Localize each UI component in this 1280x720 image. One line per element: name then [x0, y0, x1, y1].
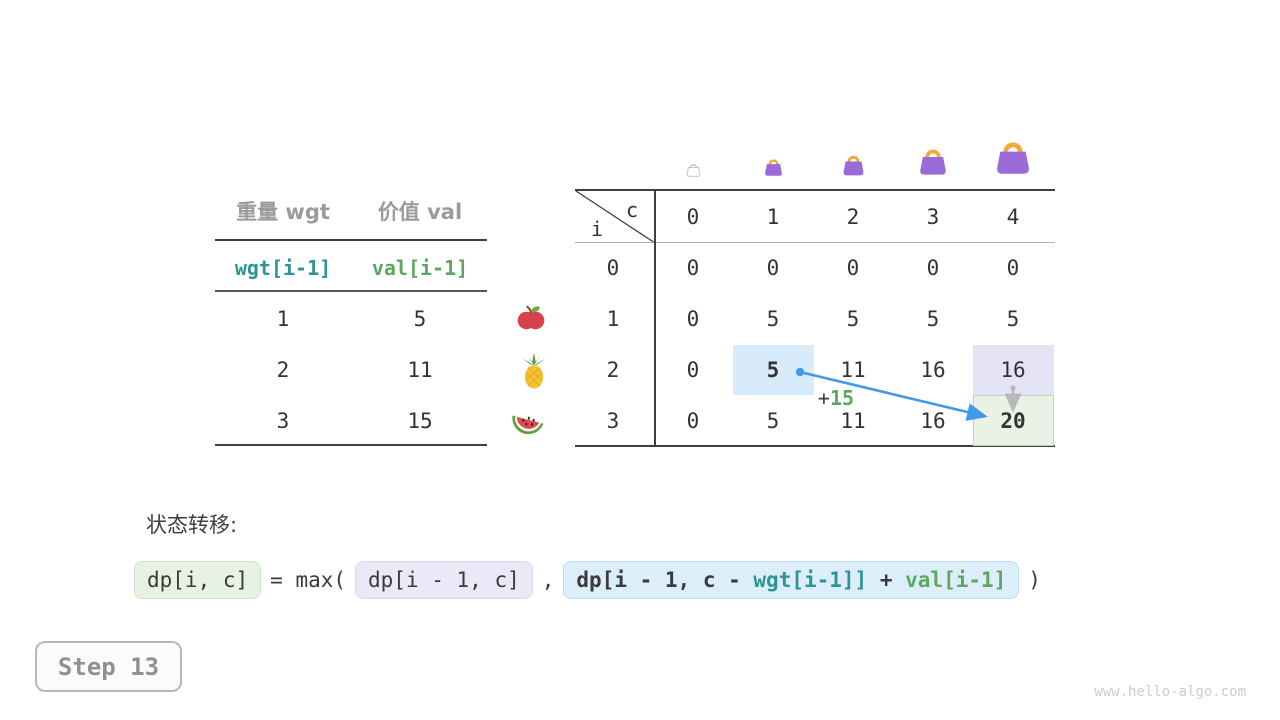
formula-result-box: dp[i, c]	[134, 561, 262, 599]
dp-cell-compare: 16	[1000, 358, 1026, 382]
plus-sign: +	[817, 386, 830, 410]
dp-cell: 11	[840, 409, 866, 433]
dp-cell: 0	[766, 256, 780, 280]
items-table-mid-rule	[215, 290, 487, 292]
take-wgt-term: wgt[i-1]]	[753, 568, 868, 592]
items-subheader-wgt: wgt[i-1]	[234, 256, 332, 280]
state-transition-label: 状态转移:	[146, 513, 238, 537]
items-table-bottom-rule	[215, 444, 487, 446]
items-subheader-val: val[i-1]	[371, 256, 469, 280]
dp-cell: 5	[846, 307, 860, 331]
formula-comma: ,	[541, 568, 555, 592]
items-col-header-value: 价值 val	[377, 200, 463, 224]
dp-col-header: 1	[766, 205, 780, 229]
item-value: 15	[407, 409, 433, 433]
dp-cell: 0	[686, 307, 700, 331]
formula-equals-max: = max(	[270, 568, 347, 592]
dp-col-header: 3	[926, 205, 940, 229]
dp-col-header: 0	[686, 205, 700, 229]
bag-small-icon	[765, 159, 782, 176]
added-value: 15	[829, 386, 855, 410]
step-label: Step 13	[57, 652, 160, 681]
dp-row-header: 1	[606, 307, 620, 331]
dp-cell: 5	[766, 307, 780, 331]
item-value: 5	[413, 307, 427, 331]
dp-corner-row-var: i	[590, 217, 604, 241]
dp-row-header: 3	[606, 409, 620, 433]
formula-option-take-box: dp[i - 1, c - wgt[i-1]] + val[i-1]	[563, 561, 1020, 599]
item-weight: 1	[276, 307, 290, 331]
dp-cell-source: 5	[766, 358, 780, 382]
watermelon-icon	[512, 415, 544, 435]
transfer-value-annotation: +15	[818, 386, 854, 410]
item-weight: 2	[276, 358, 290, 382]
dp-cell: 0	[926, 256, 940, 280]
dp-row-header: 0	[606, 256, 620, 280]
dp-cell: 0	[686, 358, 700, 382]
dp-cell: 5	[926, 307, 940, 331]
state-transition-formula: dp[i, c] = max( dp[i - 1, c] , dp[i - 1,…	[134, 561, 1041, 599]
watermark: www.hello-algo.com	[1094, 684, 1246, 700]
empty-bag-icon	[686, 164, 701, 177]
dp-cell: 16	[920, 409, 946, 433]
take-plus: +	[867, 568, 906, 592]
item-value: 11	[407, 358, 433, 382]
dp-table-bottom-rule	[575, 444, 1055, 447]
dp-cell: 5	[766, 409, 780, 433]
take-prefix: dp[i - 1, c -	[576, 568, 754, 592]
bag-large-icon	[920, 149, 946, 175]
corner-diagonal-line	[575, 190, 654, 243]
dp-col-header: 2	[846, 205, 860, 229]
dp-cell: 5	[1006, 307, 1020, 331]
bag-xlarge-icon	[997, 142, 1029, 174]
bag-medium-icon	[843, 155, 864, 176]
formula-close-paren: )	[1028, 568, 1041, 592]
dp-cell-result: 20	[1000, 409, 1026, 433]
dp-cell: 0	[1006, 256, 1020, 280]
items-table-top-rule	[215, 239, 487, 241]
dp-col-header: 4	[1006, 205, 1020, 229]
dp-table-vertical-rule	[654, 189, 656, 446]
dp-cell: 0	[686, 409, 700, 433]
step-badge: Step 13	[35, 641, 182, 692]
dp-cell: 16	[920, 358, 946, 382]
take-val-term: val[i-1]	[905, 568, 1007, 592]
dp-cell: 0	[846, 256, 860, 280]
dp-table-top-rule	[575, 189, 1055, 191]
dp-cell: 11	[840, 358, 866, 382]
dp-table-header-rule	[575, 242, 1055, 244]
item-weight: 3	[276, 409, 290, 433]
pineapple-icon	[522, 352, 546, 389]
items-col-header-weight: 重量 wgt	[236, 200, 330, 224]
dp-cell: 0	[686, 256, 700, 280]
dp-row-header: 2	[606, 358, 620, 382]
formula-option-keep-box: dp[i - 1, c]	[355, 561, 533, 599]
apple-icon	[517, 305, 545, 330]
dp-corner-col-var: c	[625, 198, 639, 222]
